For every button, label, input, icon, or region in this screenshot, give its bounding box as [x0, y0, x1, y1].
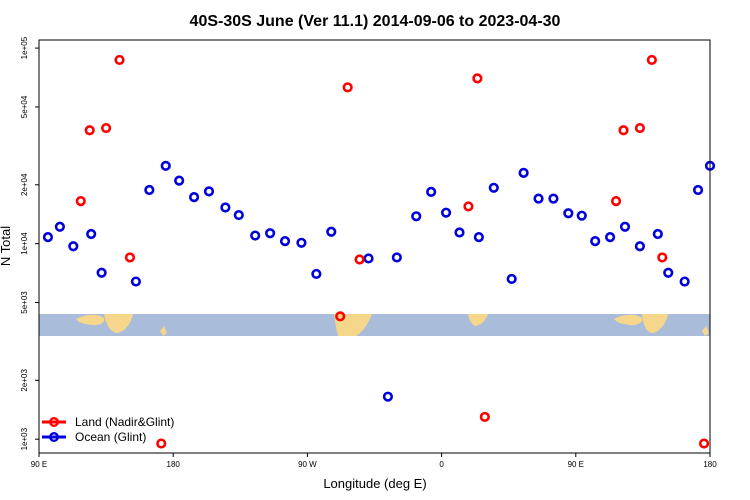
ocean-point-25: [454, 227, 465, 238]
land-point-14: [634, 122, 646, 134]
y-tick-label-4: 2e+04: [20, 173, 29, 196]
ocean-point-40: [679, 276, 690, 287]
ocean-point-26: [473, 232, 484, 243]
landmass-australia-east-repeat: [642, 314, 668, 333]
ocean-point-15: [279, 236, 291, 247]
land-point-0: [75, 196, 86, 207]
y-tick-label-0: 1e+03: [20, 427, 29, 450]
landmass-new-zealand: [160, 326, 167, 336]
ocean-point-12: [233, 209, 244, 221]
x-tick-label-3: 0: [439, 460, 444, 469]
x-tick-label-1: 180: [167, 460, 181, 469]
ocean-point-30: [533, 193, 544, 204]
ocean-point-20: [382, 391, 394, 402]
ocean-point-36: [619, 221, 631, 232]
series-land-points: [75, 54, 710, 449]
ocean-point-5: [130, 276, 142, 287]
ocean-point-41: [692, 184, 704, 196]
ocean-point-24: [440, 207, 452, 218]
ocean-point-17: [311, 268, 322, 280]
legend-land-label: Land (Nadir&Glint): [75, 415, 174, 429]
legend: Land (Nadir&Glint) Ocean (Glint): [42, 415, 174, 444]
ocean-point-32: [563, 208, 574, 219]
y-tick-label-5: 5e+04: [20, 95, 29, 118]
ocean-point-38: [652, 228, 663, 240]
landmass-new-zealand-repeat: [702, 326, 709, 336]
x-axis: 90 E 180 90 W 0 90 E 180: [31, 453, 717, 469]
ocean-point-11: [220, 202, 231, 213]
y-tick-label-2: 5e+03: [20, 291, 29, 314]
ocean-point-29: [518, 167, 529, 179]
x-tick-label-4: 90 E: [568, 460, 584, 469]
ocean-point-13: [250, 230, 261, 241]
ocean-point-31: [548, 193, 559, 204]
plot-frame: [38, 39, 711, 454]
ocean-point-16: [296, 237, 307, 248]
y-tick-label-3: 1e+04: [20, 232, 29, 255]
y-axis: 1e+03 2e+03 5e+03 1e+04 2e+04 5e+04 1e+05: [20, 36, 39, 450]
x-tick-label-2: 90 W: [298, 460, 317, 469]
ocean-point-34: [590, 236, 601, 247]
world-map-strip: [39, 314, 710, 336]
x-tick-label-0: 90 E: [31, 460, 47, 469]
y-tick-label-6: 1e+05: [20, 36, 29, 59]
ocean-point-6: [144, 184, 155, 196]
legend-ocean-marker: [49, 432, 60, 443]
land-point-1: [84, 125, 95, 136]
land-point-2: [100, 122, 112, 134]
land-point-17: [698, 438, 710, 449]
y-tick-label-1: 2e+03: [20, 369, 29, 392]
ocean-point-0: [42, 232, 54, 243]
land-point-10: [472, 73, 483, 84]
ocean-band: [39, 314, 710, 336]
legend-ocean-label: Ocean (Glint): [75, 430, 146, 444]
legend-land-marker: [49, 417, 60, 428]
landmass-australia-west: [76, 314, 105, 326]
ocean-point-14: [265, 228, 276, 239]
ocean-point-33: [576, 210, 587, 221]
land-point-3: [114, 54, 125, 66]
landmass-south-africa: [468, 314, 488, 326]
ocean-point-9: [188, 191, 200, 203]
x-axis-label: Longitude (deg E): [323, 476, 426, 491]
land-point-16: [657, 252, 668, 263]
ocean-point-28: [506, 273, 517, 285]
ocean-point-19: [363, 253, 374, 264]
landmass-australia-west-repeat: [614, 314, 643, 326]
land-point-7: [342, 82, 353, 93]
ocean-point-7: [160, 160, 171, 171]
ocean-point-37: [634, 241, 646, 252]
series-ocean-points: [42, 160, 716, 402]
land-point-4: [124, 252, 136, 263]
land-point-6: [335, 311, 346, 322]
ocean-point-10: [203, 186, 215, 197]
land-point-8: [354, 254, 365, 265]
ocean-point-39: [663, 267, 674, 278]
y-axis-label: N Total: [0, 226, 13, 266]
landmass-australia-east: [104, 314, 133, 333]
land-point-15: [646, 54, 657, 66]
land-point-13: [618, 125, 629, 136]
ocean-point-27: [488, 182, 499, 193]
ocean-point-23: [426, 186, 437, 197]
chart-title: 40S-30S June (Ver 11.1) 2014-09-06 to 20…: [190, 13, 561, 30]
ocean-point-4: [96, 267, 107, 278]
ocean-point-8: [174, 175, 185, 186]
land-point-12: [610, 196, 622, 207]
ocean-point-35: [604, 232, 616, 243]
land-point-5: [156, 438, 167, 449]
land-point-11: [479, 411, 490, 423]
ocean-point-2: [68, 241, 79, 252]
x-tick-label-5: 180: [703, 460, 717, 469]
ocean-point-1: [54, 221, 65, 232]
ocean-point-3: [86, 228, 97, 240]
ocean-point-18: [326, 226, 337, 237]
ocean-point-22: [411, 211, 422, 222]
ocean-point-21: [391, 252, 402, 263]
land-point-9: [463, 201, 474, 212]
